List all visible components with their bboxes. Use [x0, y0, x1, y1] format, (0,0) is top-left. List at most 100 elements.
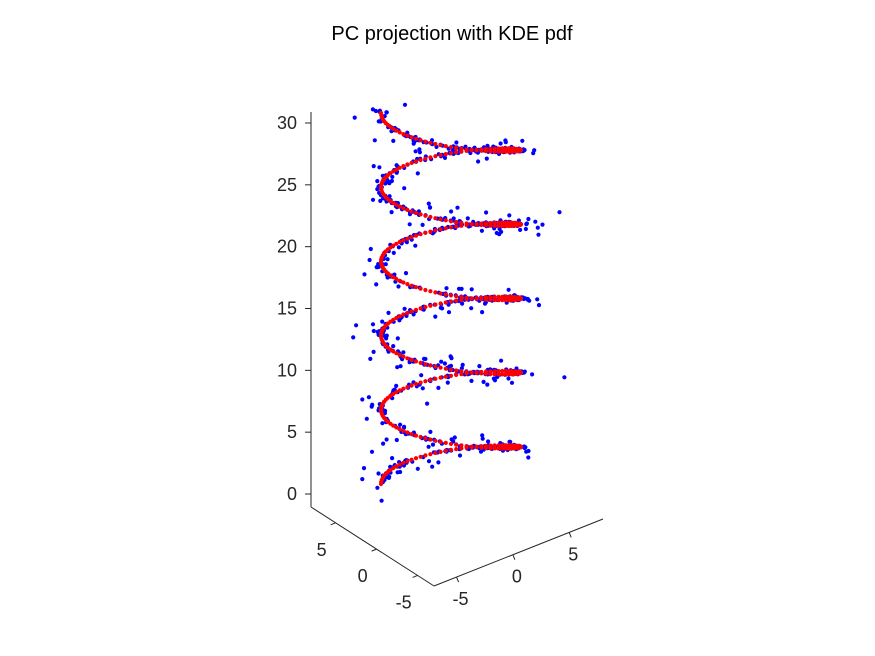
- kde-point: [401, 386, 406, 391]
- kde-point: [428, 363, 433, 368]
- kde-point: [409, 383, 414, 388]
- kde-point: [394, 202, 399, 207]
- z-tick-label: 25: [277, 175, 297, 195]
- sample-point: [380, 319, 385, 324]
- kde-point: [443, 440, 448, 445]
- kde-point: [479, 371, 484, 376]
- kde-point: [506, 223, 511, 229]
- kde-point: [397, 239, 402, 245]
- sample-point: [436, 385, 441, 390]
- kde-point: [413, 381, 419, 387]
- sample-point: [535, 297, 540, 302]
- sample-point: [366, 395, 371, 400]
- sample-point: [451, 216, 456, 221]
- kde-point: [469, 222, 474, 227]
- sample-point: [454, 140, 459, 145]
- sample-point: [426, 201, 431, 206]
- sample-point: [402, 306, 407, 311]
- kde-point: [492, 220, 497, 225]
- kde-point: [423, 362, 428, 367]
- sample-point: [449, 356, 454, 361]
- kde-point: [438, 227, 443, 232]
- sample-point: [485, 143, 490, 148]
- sample-point: [413, 149, 418, 154]
- kde-point: [448, 441, 454, 446]
- sample-point: [533, 219, 538, 224]
- kde-point: [409, 309, 414, 314]
- kde-point: [500, 372, 505, 377]
- y-ticks: -5 0 5: [317, 522, 418, 612]
- kde-point: [394, 464, 399, 469]
- kde-point: [409, 457, 414, 462]
- kde-point: [405, 430, 410, 435]
- kde-point: [443, 366, 448, 371]
- kde-point: [438, 439, 443, 444]
- sample-point: [362, 272, 367, 277]
- kde-point: [500, 223, 505, 229]
- kde-point: [423, 139, 428, 144]
- kde-point: [433, 438, 438, 443]
- z-tick-label: 0: [287, 484, 297, 504]
- kde-point: [391, 391, 396, 397]
- z-tick-label: 5: [287, 422, 297, 442]
- kde-point: [423, 287, 428, 293]
- sample-point: [536, 232, 541, 237]
- kde-point: [479, 297, 484, 302]
- kde-point: [496, 149, 501, 154]
- kde-point: [459, 149, 464, 154]
- kde-point: [448, 219, 454, 224]
- sample-point: [485, 382, 490, 387]
- sample-point: [469, 287, 474, 292]
- sample-point: [449, 437, 454, 442]
- kde-point: [483, 297, 489, 302]
- kde-point: [454, 294, 459, 299]
- kde-point: [492, 294, 497, 300]
- kde-point: [397, 462, 402, 467]
- kde-point: [506, 372, 511, 377]
- sample-point: [391, 138, 396, 143]
- kde-point: [394, 390, 399, 395]
- x-ticks: -5 0 5: [453, 532, 578, 609]
- kde-point: [503, 372, 508, 377]
- kde-point: [438, 301, 443, 306]
- sample-point: [506, 376, 511, 381]
- sample-point: [484, 156, 489, 161]
- sample-point: [405, 130, 410, 135]
- sample-point: [480, 310, 485, 315]
- kde-point: [397, 278, 402, 283]
- kde-point: [428, 289, 433, 294]
- kde-point: [464, 369, 469, 374]
- sample-point: [402, 186, 407, 191]
- kde-point: [438, 153, 443, 158]
- sample-point: [368, 246, 373, 252]
- kde-point: [391, 243, 396, 248]
- kde-point: [423, 156, 428, 161]
- sample-point: [398, 422, 403, 427]
- z-tick-label: 30: [277, 113, 297, 133]
- sample-point: [376, 471, 381, 476]
- kde-point: [423, 379, 428, 384]
- kde-point: [488, 371, 493, 377]
- sample-point: [387, 181, 392, 186]
- sample-point: [420, 386, 425, 391]
- kde-point: [401, 238, 406, 243]
- sample-point: [395, 336, 400, 341]
- kde-point: [443, 448, 448, 453]
- kde-point: [418, 380, 423, 385]
- sample-point: [374, 282, 379, 287]
- sample-point: [436, 460, 441, 465]
- kde-point: [464, 221, 469, 226]
- kde-point: [418, 286, 423, 291]
- kde-point: [488, 149, 493, 154]
- sample-point: [372, 138, 377, 143]
- sample-point: [402, 102, 408, 107]
- kde-point: [418, 454, 423, 459]
- kde-point: [394, 276, 399, 282]
- kde-point: [433, 290, 438, 295]
- y-tick-mark: [412, 575, 418, 578]
- kde-point: [394, 241, 399, 246]
- sample-point: [426, 444, 431, 449]
- kde-point: [503, 146, 508, 151]
- kde-point: [454, 368, 459, 373]
- kde-point: [492, 443, 497, 448]
